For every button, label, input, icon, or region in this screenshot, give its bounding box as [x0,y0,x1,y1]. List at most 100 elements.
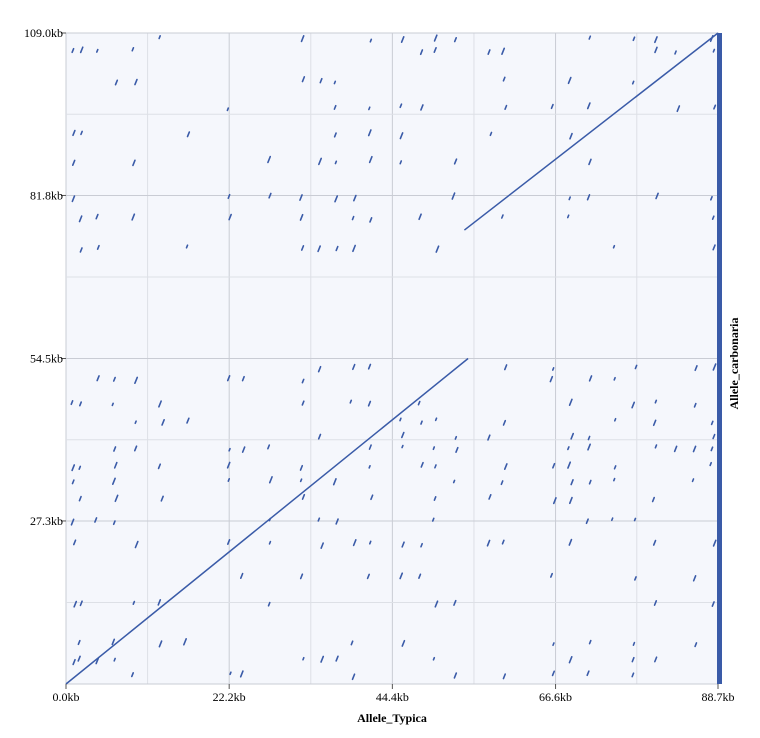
repeat-dot [301,400,305,406]
x-axis-ticks: 0.0kb 22.2kb 44.4kb 66.6kb 88.7kb [53,684,735,704]
repeat-dot [691,478,695,483]
repeat-dot [317,365,322,373]
repeat-dot [418,573,422,579]
repeat-dot [229,671,232,676]
repeat-dot [502,76,506,82]
repeat-dot [586,194,591,201]
repeat-dot [434,417,438,422]
repeat-dot [503,463,508,471]
repeat-dot [134,540,139,549]
repeat-dot [78,465,82,471]
repeat-dot [454,435,458,440]
x-tick-label: 44.4kb [376,690,409,704]
repeat-dot [504,104,508,111]
repeat-dot [302,656,305,661]
repeat-dot [585,518,589,525]
repeat-dot [452,479,456,484]
repeat-dot [676,105,681,113]
repeat-dot [132,159,136,167]
x-axis-label: Allele_Typica [357,711,427,725]
repeat-dot [551,670,556,677]
repeat-dot [317,245,321,253]
repeat-dot [712,539,717,547]
y-tick-label: 81.8kb [30,188,63,202]
y-axis-label: Allele_carbonaria [727,318,741,410]
repeat-dot [134,78,138,86]
repeat-dot [401,541,405,548]
repeat-dot [301,76,306,83]
repeat-dot [587,443,591,451]
repeat-dot [711,601,715,607]
repeat-dot [501,47,506,56]
x-tick-label: 88.7kb [702,690,735,704]
repeat-dot [401,444,404,449]
repeat-dot [570,479,574,486]
repeat-dot [489,131,493,137]
repeat-dot [77,655,81,662]
repeat-dot [113,657,116,662]
repeat-dot [113,446,117,452]
repeat-dot [228,213,232,221]
repeat-dot [299,573,304,580]
repeat-dot [226,539,231,545]
repeat-dot [70,518,75,526]
repeat-dot [401,431,405,439]
repeat-dot [434,600,439,608]
repeat-dot [352,539,357,547]
repeat-dot [335,245,339,252]
alignment-line [65,357,469,685]
repeat-dot [131,213,136,221]
repeat-dot [632,641,636,646]
repeat-dot [227,477,231,482]
repeat-dot [113,461,118,469]
repeat-dot [694,642,698,648]
repeat-dot [96,375,100,382]
repeat-dot [78,215,83,223]
repeat-dot [711,215,715,221]
x-tick-label: 66.6kb [539,690,572,704]
repeat-dot [185,244,189,249]
repeat-dot [566,214,570,219]
repeat-dot [130,672,135,678]
repeat-dot [588,639,592,645]
repeat-dot [367,400,372,407]
repeat-dot [487,49,491,55]
repeat-dot [366,573,370,580]
repeat-dot [320,655,325,663]
repeat-dot [487,434,491,441]
repeat-dot [674,50,677,55]
repeat-dot [631,656,635,663]
repeat-dot [610,517,614,522]
repeat-dot [111,638,116,646]
repeat-dot [399,160,403,165]
repeat-dot [692,575,697,582]
repeat-dot [420,420,423,425]
repeat-dot [334,195,339,203]
repeat-dot [712,244,716,251]
repeat-dot [183,638,188,646]
alignment-line [463,32,719,231]
repeat-dot [632,36,636,42]
repeat-dot [71,159,76,166]
repeat-dot [453,599,457,606]
repeat-dot [612,244,616,249]
repeat-dot [79,247,83,253]
repeat-dot [712,433,716,440]
repeat-dot [453,672,458,679]
repeat-dot [157,463,162,470]
repeat-dot [352,363,356,371]
repeat-dot [569,132,573,140]
repeat-dot [333,104,337,110]
repeat-dot [226,375,231,382]
repeat-dot [399,132,404,140]
repeat-dot [453,158,458,165]
repeat-dot [633,517,637,522]
repeat-dot [634,576,637,581]
repeat-dot [134,420,137,425]
repeat-dot [267,601,271,607]
repeat-dot [111,402,114,407]
repeat-dot [367,363,372,370]
repeat-dot [713,104,717,110]
repeat-dot [332,478,337,486]
repeat-dot [568,196,572,201]
